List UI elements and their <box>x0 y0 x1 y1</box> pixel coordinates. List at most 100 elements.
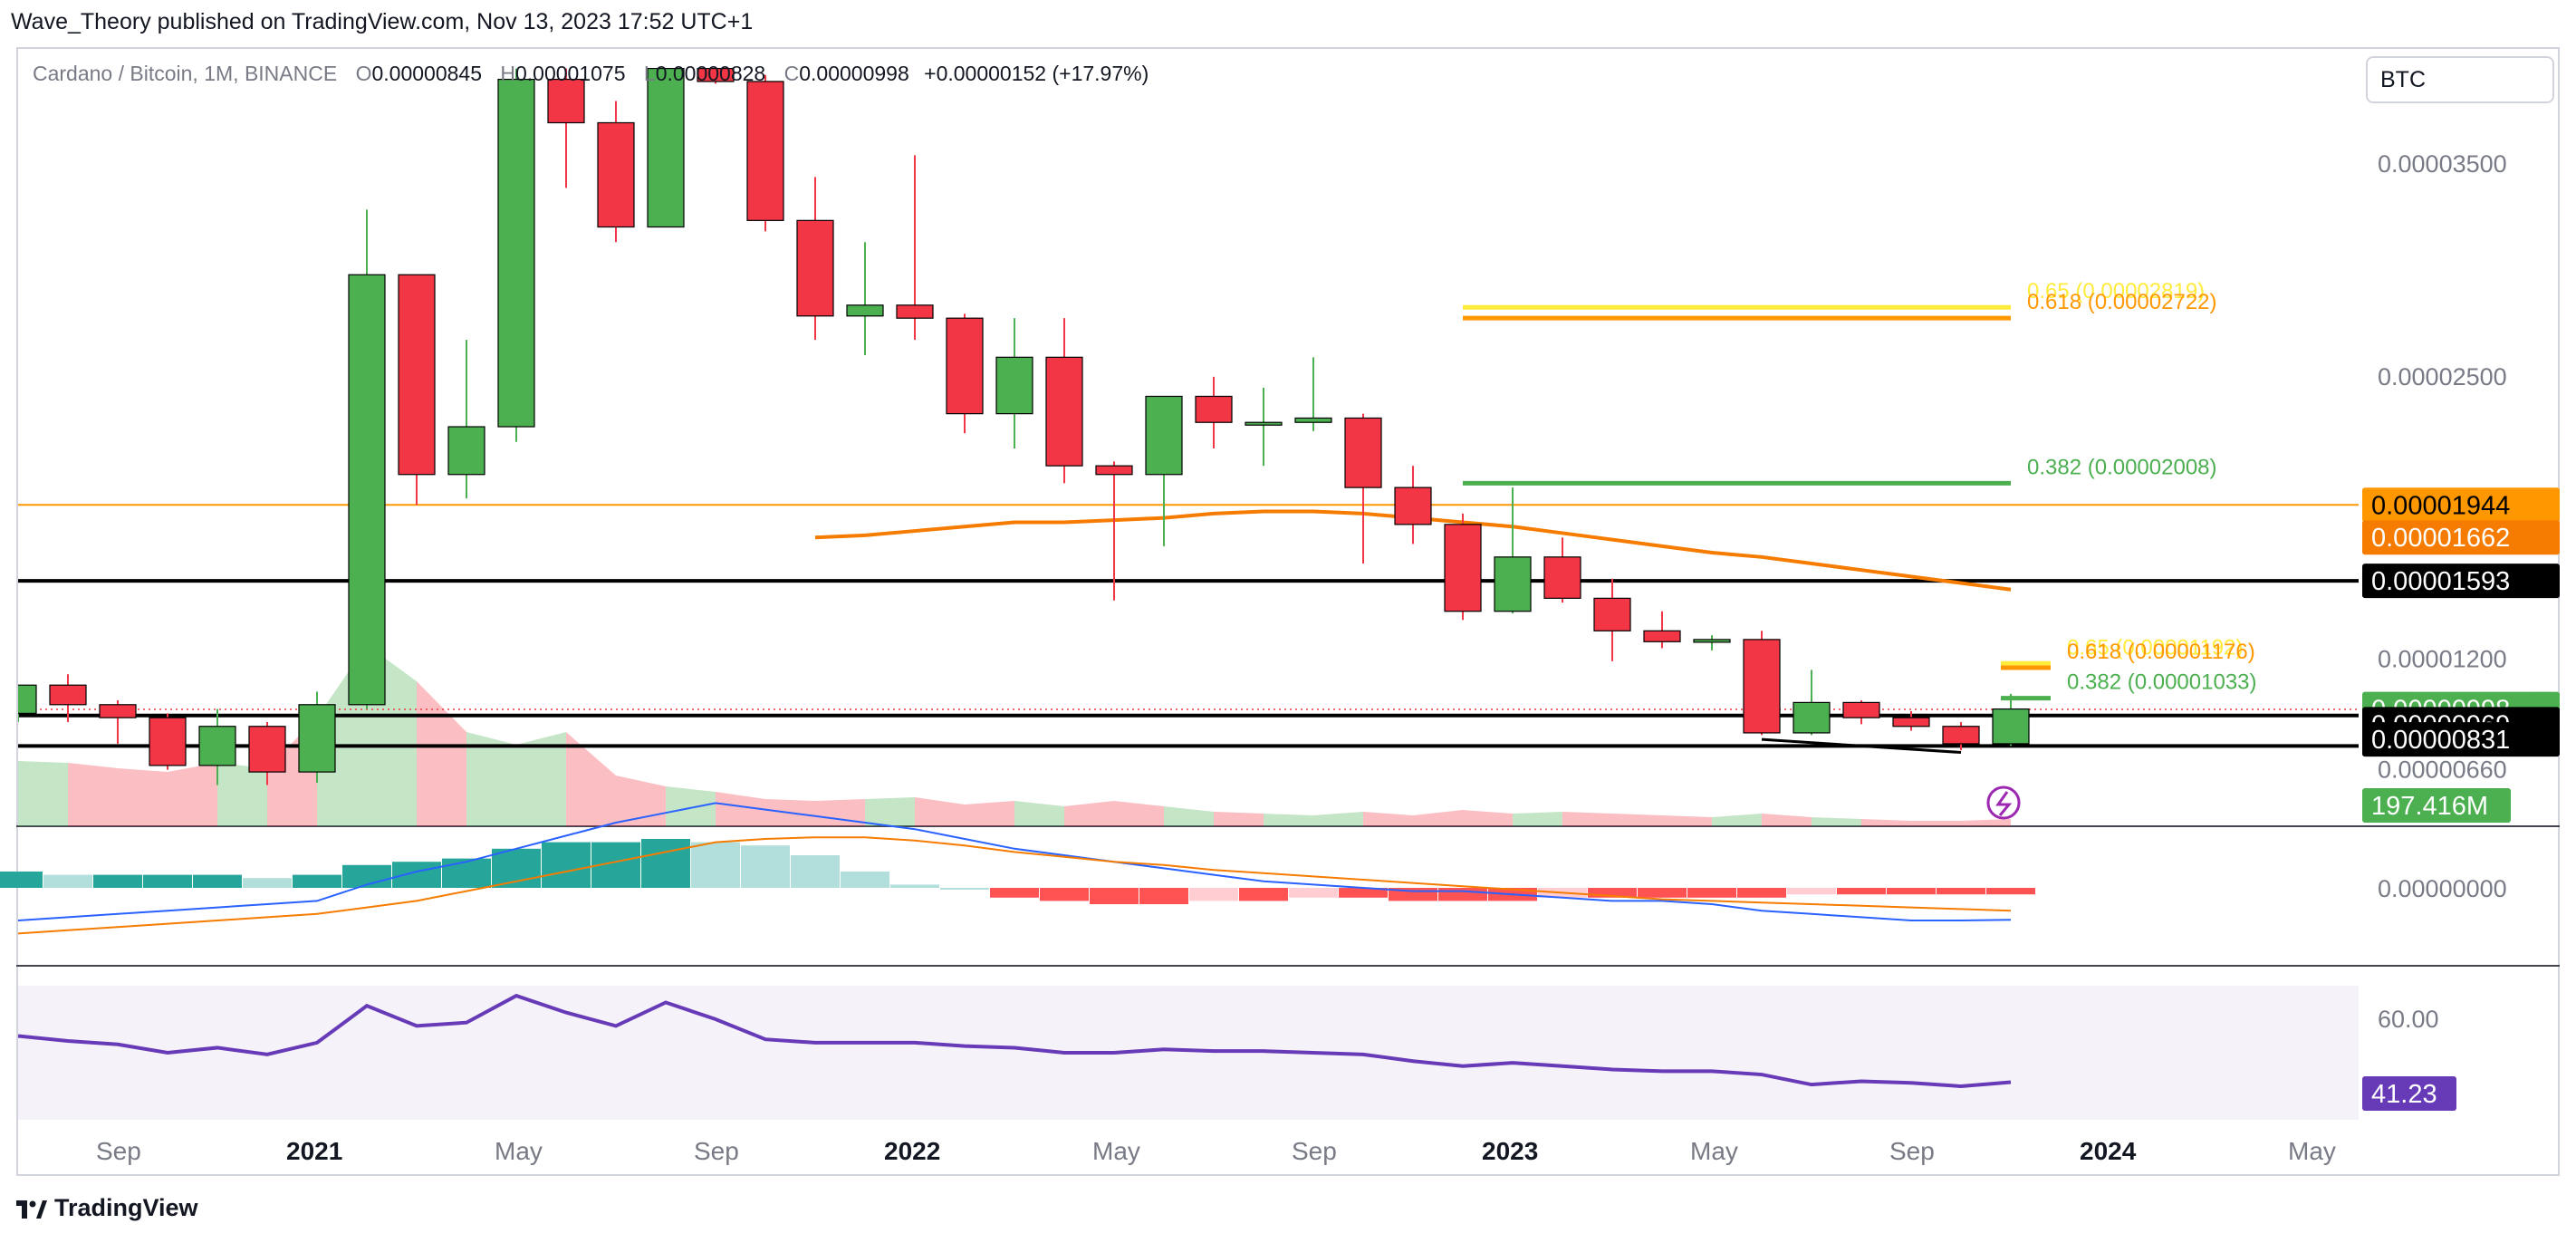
candle-body-down <box>697 67 735 82</box>
volume-area-segment <box>1861 819 1911 826</box>
publication-attribution: Wave_Theory published on TradingView.com… <box>11 9 754 34</box>
volume-area-segment <box>1812 817 1861 826</box>
candle-body-down <box>1195 395 1233 423</box>
macd-histogram-bar <box>1986 888 2035 895</box>
candle-body-up <box>647 67 685 228</box>
time-axis-label: Sep <box>96 1137 141 1165</box>
rsi-tag-value: 41.23 <box>2371 1080 2437 1109</box>
price-tag-value: 0.00001944 <box>2371 491 2510 520</box>
macd-histogram-bar <box>0 872 43 888</box>
volume-area-segment <box>1014 801 1064 826</box>
volume-area-segment <box>68 763 118 826</box>
price-tag-box <box>2362 722 2560 757</box>
candle-body-up <box>995 356 1033 415</box>
macd-histogram-bar <box>542 842 591 888</box>
candle-body-up <box>1145 395 1183 476</box>
footer-brand: TradingView <box>54 1194 198 1221</box>
price-axis-label: 0.00000660 <box>2378 756 2507 784</box>
macd-histogram-bar <box>1887 888 1936 895</box>
chart-frame[interactable] <box>16 47 2560 1176</box>
volume-area-segment <box>18 761 68 826</box>
time-axis-label: May <box>1092 1137 1140 1165</box>
fib-level-label: 0.618 (0.00001176) <box>2067 640 2255 664</box>
volume-area-segment <box>1762 814 1812 826</box>
volume-area-segment <box>466 732 516 826</box>
volume-area-segment <box>1911 821 1961 826</box>
candle-body-up <box>18 684 37 714</box>
macd-histogram-bar <box>1588 888 1637 898</box>
fib-level-label: 0.618 (0.00002722) <box>2027 290 2217 314</box>
rsi-axis-label: 60.00 <box>2378 1006 2439 1033</box>
macd-histogram-bar <box>243 878 292 888</box>
price-tag-value: 0.00000831 <box>2371 726 2510 755</box>
lightning-bolt-icon <box>1995 791 2013 816</box>
macd-histogram-bar <box>1638 888 1687 898</box>
candle-body-down <box>248 726 286 773</box>
volume-area-segment <box>1662 815 1712 826</box>
macd-histogram-bar <box>1040 888 1089 901</box>
volume-area-segment <box>1114 801 1164 826</box>
time-axis-label: 2023 <box>1482 1137 1538 1165</box>
candle-body-down <box>1942 726 1980 745</box>
volume-area-segment <box>1463 810 1513 826</box>
candle-body-up <box>348 274 386 706</box>
macd-histogram-bar <box>791 855 840 888</box>
time-axis-label: May <box>495 1137 543 1165</box>
time-axis-label: May <box>1690 1137 1738 1165</box>
volume-area-segment <box>915 797 965 826</box>
tradingview-logo-icon <box>16 1200 47 1219</box>
volume-area-segment <box>965 801 1014 826</box>
candle-body-down <box>1543 556 1581 599</box>
candle-body-down <box>896 304 934 319</box>
volume-area-segment <box>1961 819 2011 826</box>
volume-tag-value: 197.416M <box>2371 792 2488 821</box>
macd-histogram-bar <box>1139 888 1188 904</box>
macd-histogram-bar <box>691 842 740 888</box>
candle-body-down <box>1892 717 1930 727</box>
time-axis-label: Sep <box>1292 1137 1337 1165</box>
volume-area-segment <box>1264 814 1313 826</box>
trendline <box>1761 737 1962 755</box>
candle-body-down <box>1095 465 1133 476</box>
volume-tag-box <box>2362 788 2511 823</box>
rsi-band <box>18 986 2359 1120</box>
macd-histogram-bar <box>93 874 142 888</box>
candle-body-down <box>1045 356 1083 467</box>
volume-area-segment <box>1214 812 1264 826</box>
open-value: 0.00000845 <box>371 62 482 85</box>
candle-body-down <box>1344 417 1382 488</box>
symbol-title[interactable]: Cardano / Bitcoin, 1M, BINANCE <box>33 62 338 85</box>
macd-histogram-bar <box>392 862 441 888</box>
macd-histogram-bar <box>293 874 341 888</box>
high-label: H <box>500 62 515 85</box>
volume-area-segment <box>865 797 915 826</box>
fib-level-label: 0.382 (0.00002008) <box>2027 455 2217 479</box>
volume-area-segment <box>1513 812 1562 826</box>
candle-body-down <box>1842 701 1880 718</box>
rsi-line <box>17 993 2012 1089</box>
price-tag-box <box>2362 564 2560 599</box>
volume-area-segment <box>168 763 217 826</box>
candle-body-up <box>1245 421 1283 426</box>
low-label: L <box>643 62 656 85</box>
fib-level-label: 0.65 (0.00002819) <box>2027 279 2205 304</box>
volume-area-segment <box>217 763 267 826</box>
macd-line <box>17 802 2012 921</box>
macd-histogram-bar <box>43 874 92 888</box>
macd-histogram-bar <box>1289 888 1338 898</box>
macd-signal-line <box>17 836 2012 935</box>
macd-histogram-bar <box>1837 888 1886 895</box>
currency-button[interactable]: BTC <box>2366 56 2554 103</box>
price-tag-box <box>2362 487 2560 523</box>
macd-zero-label: 0.00000000 <box>2378 875 2507 902</box>
volume-area-segment <box>1064 801 1114 826</box>
macd-histogram-bar <box>990 888 1039 898</box>
price-tag-value: 0.00001593 <box>2371 567 2510 596</box>
candle-body-down <box>398 274 436 476</box>
time-axis-label: 2021 <box>286 1137 342 1165</box>
price-axis-label: 0.00003500 <box>2378 150 2507 178</box>
macd-histogram-bar <box>193 874 242 888</box>
macd-histogram-bar <box>1239 888 1288 901</box>
price-axis-label: 0.00001200 <box>2378 645 2507 672</box>
